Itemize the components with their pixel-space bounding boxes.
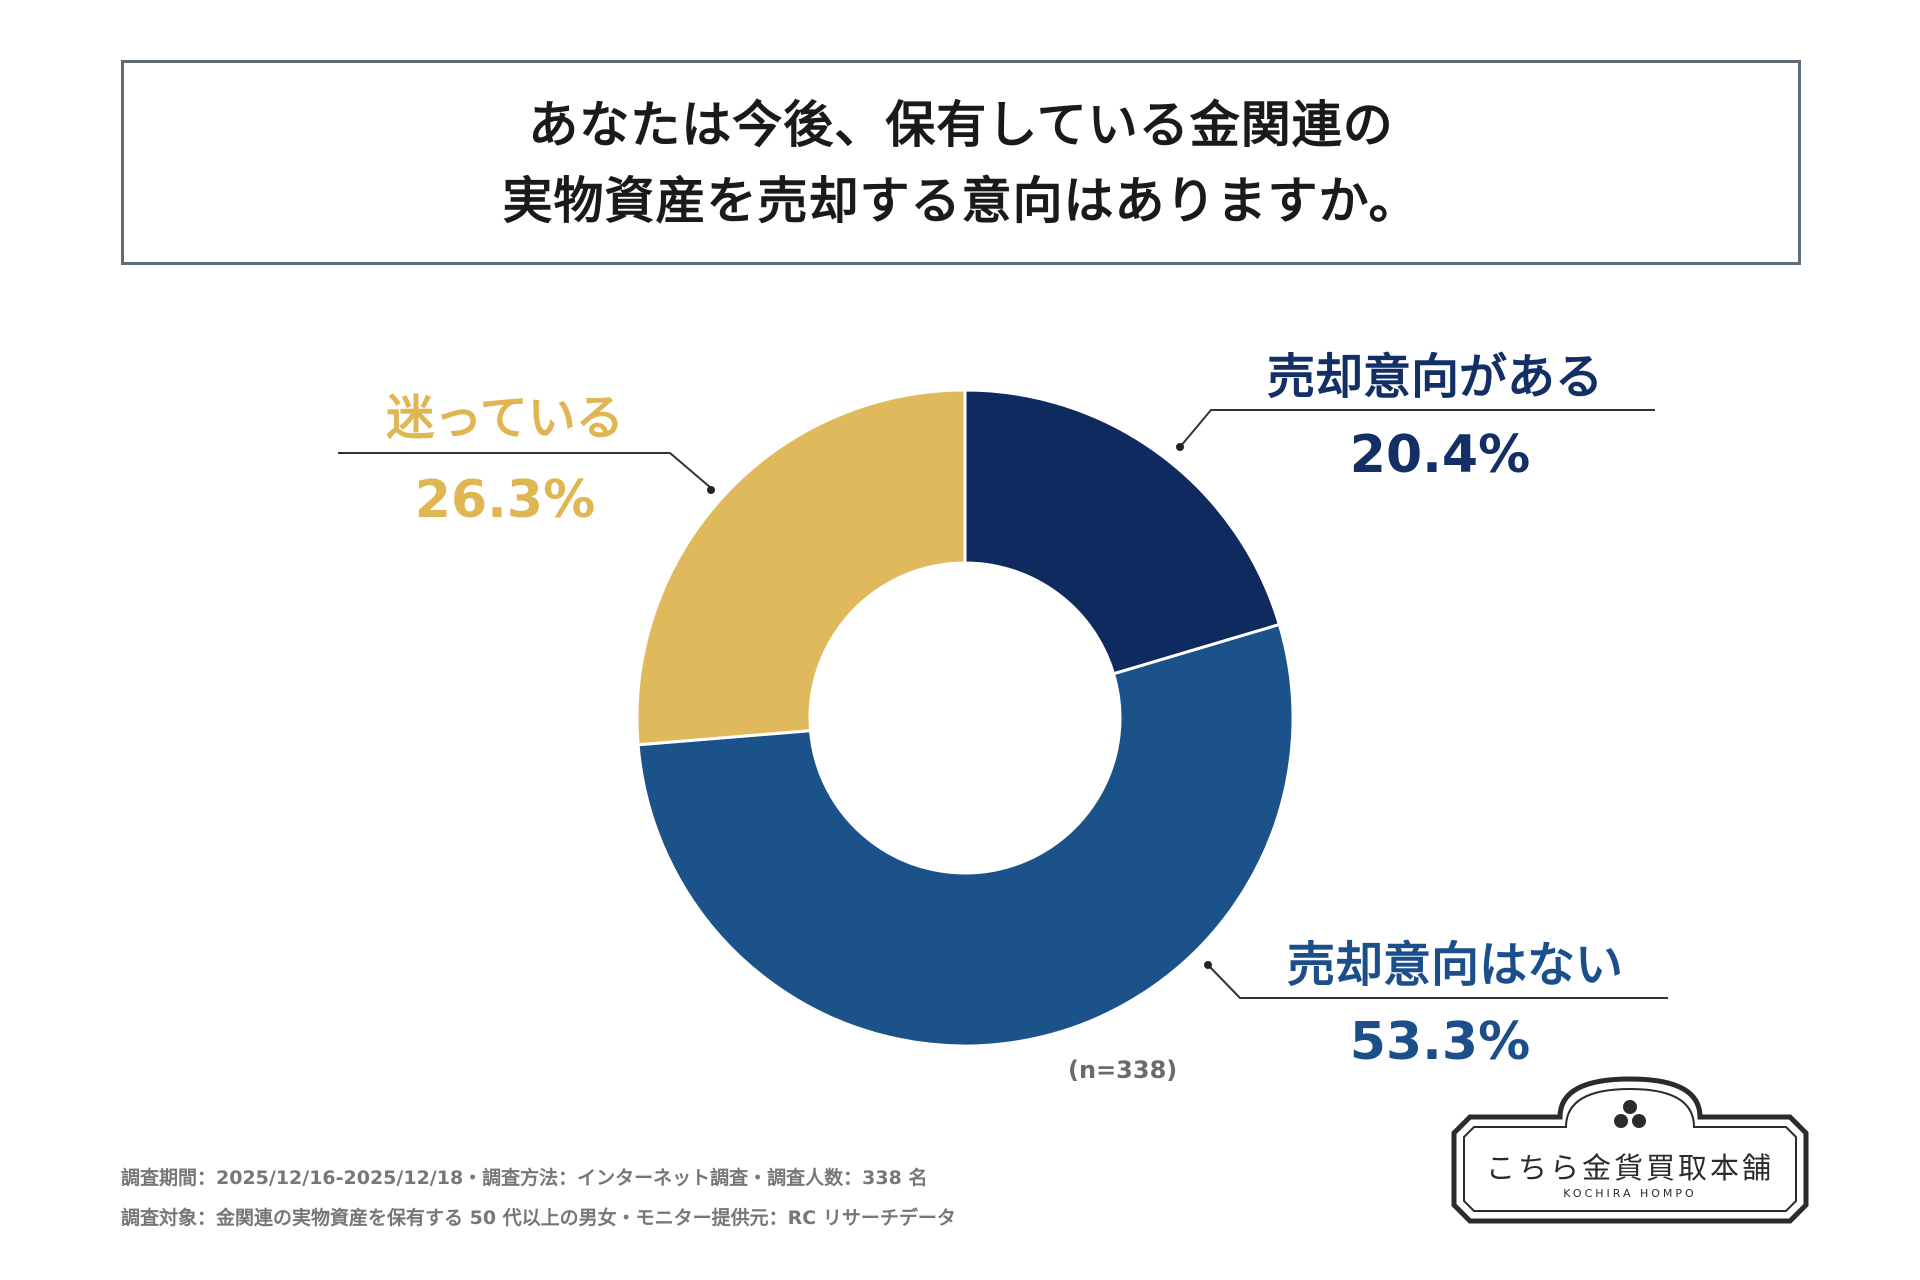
- title-box: あなたは今後、保有している金関連の 実物資産を売却する意向はありますか。: [121, 60, 1801, 265]
- leader-dot-blue: [1204, 961, 1212, 969]
- label-blue-value: 53.3%: [1349, 1012, 1531, 1072]
- leader-lines: [338, 409, 1668, 999]
- label-gold-category: 迷っている: [386, 390, 624, 446]
- leader-line-navy: [1179, 409, 1655, 448]
- slice-undecided: [635, 388, 967, 747]
- logo-name: こちら金貨買取本舗: [1485, 1151, 1774, 1185]
- slice-no-sell-intent: [636, 622, 1295, 1048]
- label-navy-category: 売却意向がある: [1266, 349, 1603, 405]
- title-line-2: 実物資産を売却する意向はありますか。: [502, 171, 1420, 230]
- title-line-1: あなたは今後、保有している金関連の: [528, 95, 1394, 154]
- label-blue-category: 売却意向はない: [1286, 937, 1623, 993]
- leader-dot-gold: [707, 486, 715, 494]
- chart-slices: [635, 388, 1295, 1048]
- footnote-line-1: 調査期間：2025/12/16-2025/12/18・調査方法：インターネット調…: [121, 1167, 928, 1189]
- sample-size: (n=338): [1068, 1056, 1178, 1084]
- label-gold-value: 26.3%: [414, 470, 596, 530]
- logo-subtitle: KOCHIRA HOMPO: [1563, 1187, 1697, 1200]
- slice-sell-intent: [963, 388, 1282, 676]
- logo-frame: [1451, 1076, 1809, 1224]
- label-navy-value: 20.4%: [1349, 425, 1531, 485]
- logo-coin-icon: [1614, 1100, 1646, 1128]
- footnote-line-2: 調査対象：金関連の実物資産を保有する 50 代以上の男女・モニター提供元：RC …: [121, 1207, 956, 1229]
- leader-line-gold: [338, 452, 712, 489]
- leader-dots: [707, 443, 1212, 969]
- leader-line-blue: [1208, 965, 1668, 999]
- logo: こちら金貨買取本舗 KOCHIRA HOMPO: [1450, 1075, 1810, 1225]
- leader-dot-navy: [1176, 443, 1184, 451]
